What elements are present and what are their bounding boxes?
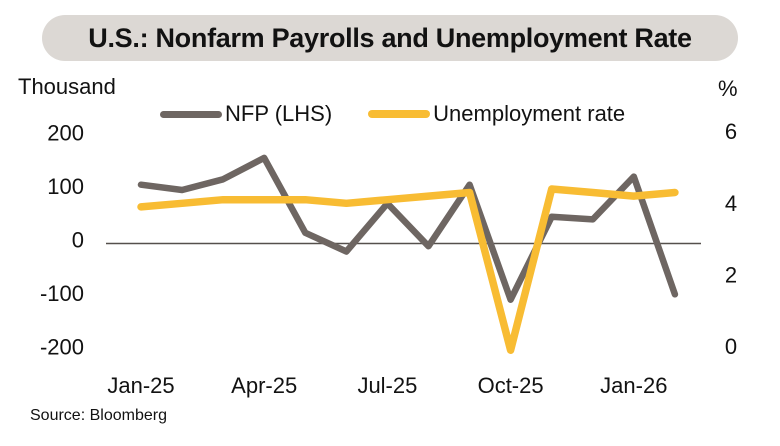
left-axis-tick-100: 100	[47, 174, 84, 199]
right-axis-tick-0: 0	[725, 334, 737, 359]
left-axis-tick--100: -100	[40, 281, 84, 306]
right-axis-tick-6: 6	[725, 119, 737, 144]
nfp-line-swatch	[160, 110, 222, 118]
unemployment-line-swatch	[368, 110, 431, 118]
nfp-line	[137, 154, 679, 303]
legend-item-unemployment: Unemployment rate	[368, 101, 625, 127]
left-axis-tick--200: -200	[40, 335, 84, 360]
right-axis-unit-label: %	[718, 76, 738, 101]
x-axis-tick-Jul-25: Jul-25	[357, 373, 417, 398]
left-axis-unit-label: Thousand	[18, 74, 116, 99]
x-axis-tick-Jan-25: Jan-25	[107, 373, 174, 398]
chart-title-pill: U.S.: Nonfarm Payrolls and Unemployment …	[42, 15, 738, 61]
x-axis-tick-Oct-25: Oct-25	[478, 373, 544, 398]
right-axis-tick-2: 2	[725, 263, 737, 288]
chart-title: U.S.: Nonfarm Payrolls and Unemployment …	[88, 22, 692, 53]
unemployment-line	[137, 185, 679, 354]
legend-label-nfp: NFP (LHS)	[225, 101, 333, 126]
left-axis-tick-200: 200	[47, 121, 84, 146]
source-note: Source: Bloomberg	[30, 407, 167, 424]
x-axis-tick-Jan-26: Jan-26	[600, 373, 667, 398]
legend: NFP (LHS) Unemployment rate	[160, 100, 625, 128]
right-axis-tick-4: 4	[725, 191, 737, 216]
legend-item-nfp: NFP (LHS)	[160, 101, 332, 127]
legend-label-unemployment: Unemployment rate	[433, 101, 626, 126]
left-axis-tick-0: 0	[72, 228, 84, 253]
x-axis-tick-Apr-25: Apr-25	[231, 373, 297, 398]
